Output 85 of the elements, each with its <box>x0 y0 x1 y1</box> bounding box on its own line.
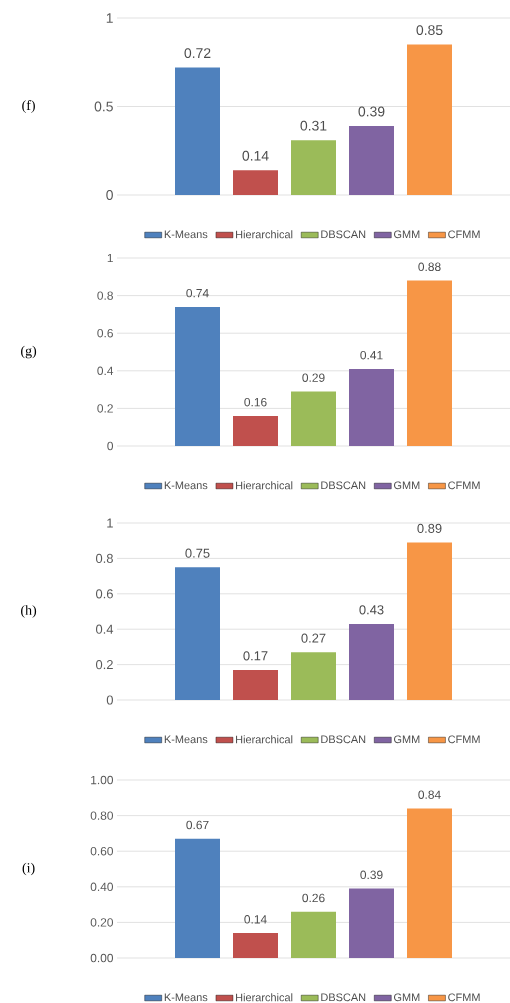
y-tick-label: 1 <box>107 253 113 263</box>
data-label: 0.14 <box>244 915 267 924</box>
data-label: 0.41 <box>360 350 383 360</box>
legend-label: CFMM <box>448 230 480 239</box>
text: (g) <box>21 345 37 359</box>
bar <box>233 669 278 701</box>
bar <box>233 415 278 447</box>
bar <box>407 280 452 447</box>
data-label: 0.31 <box>300 120 327 131</box>
legend-label: DBSCAN <box>321 230 366 239</box>
y-tick-label: 0.4 <box>95 624 114 634</box>
bar <box>291 391 336 447</box>
y-tick-label: 0.60 <box>90 846 114 856</box>
bar <box>175 567 220 701</box>
data-label: 0.72 <box>184 48 211 59</box>
bar <box>349 623 394 701</box>
data-label: 0.16 <box>244 397 267 407</box>
legend-label: Hierarchical <box>236 230 293 239</box>
data-label: 0.39 <box>360 870 383 880</box>
y-tick-label: 0.2 <box>97 404 113 413</box>
bar <box>407 808 452 959</box>
legend-label: K-Means <box>164 230 208 239</box>
legend-label: GMM <box>394 481 420 490</box>
data-label: 0.26 <box>302 893 325 903</box>
bar <box>349 888 394 959</box>
legend-label: Hierarchical <box>236 481 293 490</box>
legend-label: GMM <box>394 993 420 1002</box>
bar <box>233 170 278 195</box>
data-label: 0.29 <box>302 373 325 382</box>
y-tick-label: 1 <box>106 13 113 23</box>
text: (f) <box>22 100 35 113</box>
y-tick-label: 0.00 <box>90 953 114 963</box>
bar <box>175 838 220 959</box>
text: (h) <box>21 605 37 618</box>
legend-label: K-Means <box>164 735 208 744</box>
legend-label: K-Means <box>164 481 208 490</box>
bar <box>175 306 220 447</box>
y-tick-label: 0.8 <box>95 553 113 563</box>
data-label: 0.84 <box>418 790 441 799</box>
legend-label: DBSCAN <box>321 735 366 744</box>
legend-label: CFMM <box>448 735 480 744</box>
bar <box>175 67 220 195</box>
y-tick-label: 0.4 <box>97 366 114 376</box>
legend-label: CFMM <box>448 993 480 1002</box>
bar <box>291 140 336 195</box>
y-tick-label: 1.00 <box>91 775 114 785</box>
data-label: 0.85 <box>416 25 443 36</box>
data-label: 0.67 <box>186 820 209 830</box>
data-label: 0.39 <box>358 106 385 117</box>
bar <box>291 911 336 959</box>
y-tick-label: 0 <box>106 190 113 200</box>
data-label: 0.75 <box>185 548 210 558</box>
data-label: 0.14 <box>242 150 269 161</box>
bar <box>233 933 278 959</box>
bar <box>407 44 452 195</box>
bar <box>291 652 336 701</box>
data-label: 0.27 <box>301 633 326 643</box>
legend-label: DBSCAN <box>321 993 366 1002</box>
data-label: 0.43 <box>359 605 384 615</box>
y-tick-label: 0.20 <box>90 918 114 927</box>
bar <box>407 542 452 701</box>
y-tick-label: 0.6 <box>95 589 113 599</box>
y-tick-label: 0 <box>107 441 114 451</box>
y-tick-label: 0.8 <box>97 291 113 300</box>
data-label: 0.74 <box>186 288 209 298</box>
bar <box>349 368 394 447</box>
y-tick-label: 0.5 <box>94 101 113 112</box>
bar <box>349 125 394 195</box>
legend-label: GMM <box>394 735 420 744</box>
y-tick-label: 1 <box>107 518 113 528</box>
legend-label: Hierarchical <box>236 993 293 1002</box>
text: (i) <box>22 862 35 876</box>
legend-label: GMM <box>394 230 420 239</box>
y-tick-label: 0 <box>106 695 113 705</box>
y-tick-label: 0.6 <box>97 328 113 338</box>
data-label: 0.88 <box>418 262 441 272</box>
data-label: 0.89 <box>417 523 442 533</box>
y-tick-label: 0.80 <box>90 811 114 820</box>
y-tick-label: 0.2 <box>95 660 113 670</box>
legend-label: K-Means <box>164 993 208 1002</box>
legend-label: DBSCAN <box>321 481 366 490</box>
data-label: 0.17 <box>243 651 268 661</box>
legend-label: Hierarchical <box>236 735 293 744</box>
y-tick-label: 0.40 <box>90 882 114 892</box>
legend-label: CFMM <box>448 481 480 490</box>
